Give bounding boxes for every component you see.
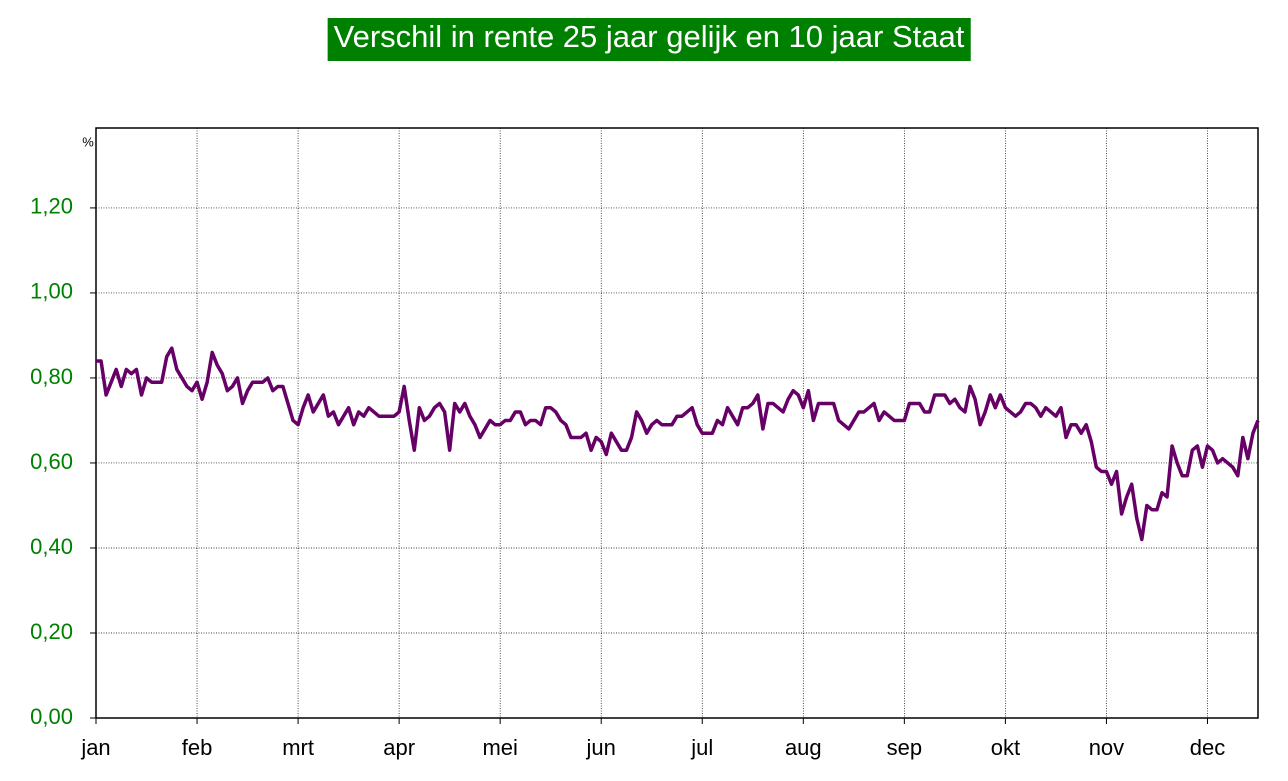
x-tick-label: jun [586,735,616,760]
title-background [327,18,971,61]
y-tick-label: 0,60 [30,449,73,474]
x-tick-label: okt [991,735,1020,760]
y-tick-label: 1,20 [30,194,73,219]
x-tick-label: aug [785,735,822,760]
x-tick-label: sep [887,735,922,760]
x-tick-label: mrt [282,735,314,760]
x-tick-label: jul [690,735,713,760]
data-line [96,346,1260,542]
y-tick-label: 0,80 [30,364,73,389]
plot-frame [95,127,1259,719]
x-tick-label: feb [182,735,213,760]
y-axis-unit: % [82,134,94,149]
y-tick-label: 0,20 [30,619,73,644]
x-tick-label: dec [1190,735,1225,760]
x-tick-label: jan [80,735,110,760]
x-tick-label: nov [1089,735,1124,760]
y-tick-label: 0,40 [30,534,73,559]
y-tick-label: 0,00 [30,704,73,729]
x-tick-label: apr [383,735,415,760]
y-tick-label: 1,00 [30,279,73,304]
x-tick-label: mei [482,735,517,760]
chart-title: Verschil in rente 25 jaar gelijk en 10 j… [334,19,965,54]
